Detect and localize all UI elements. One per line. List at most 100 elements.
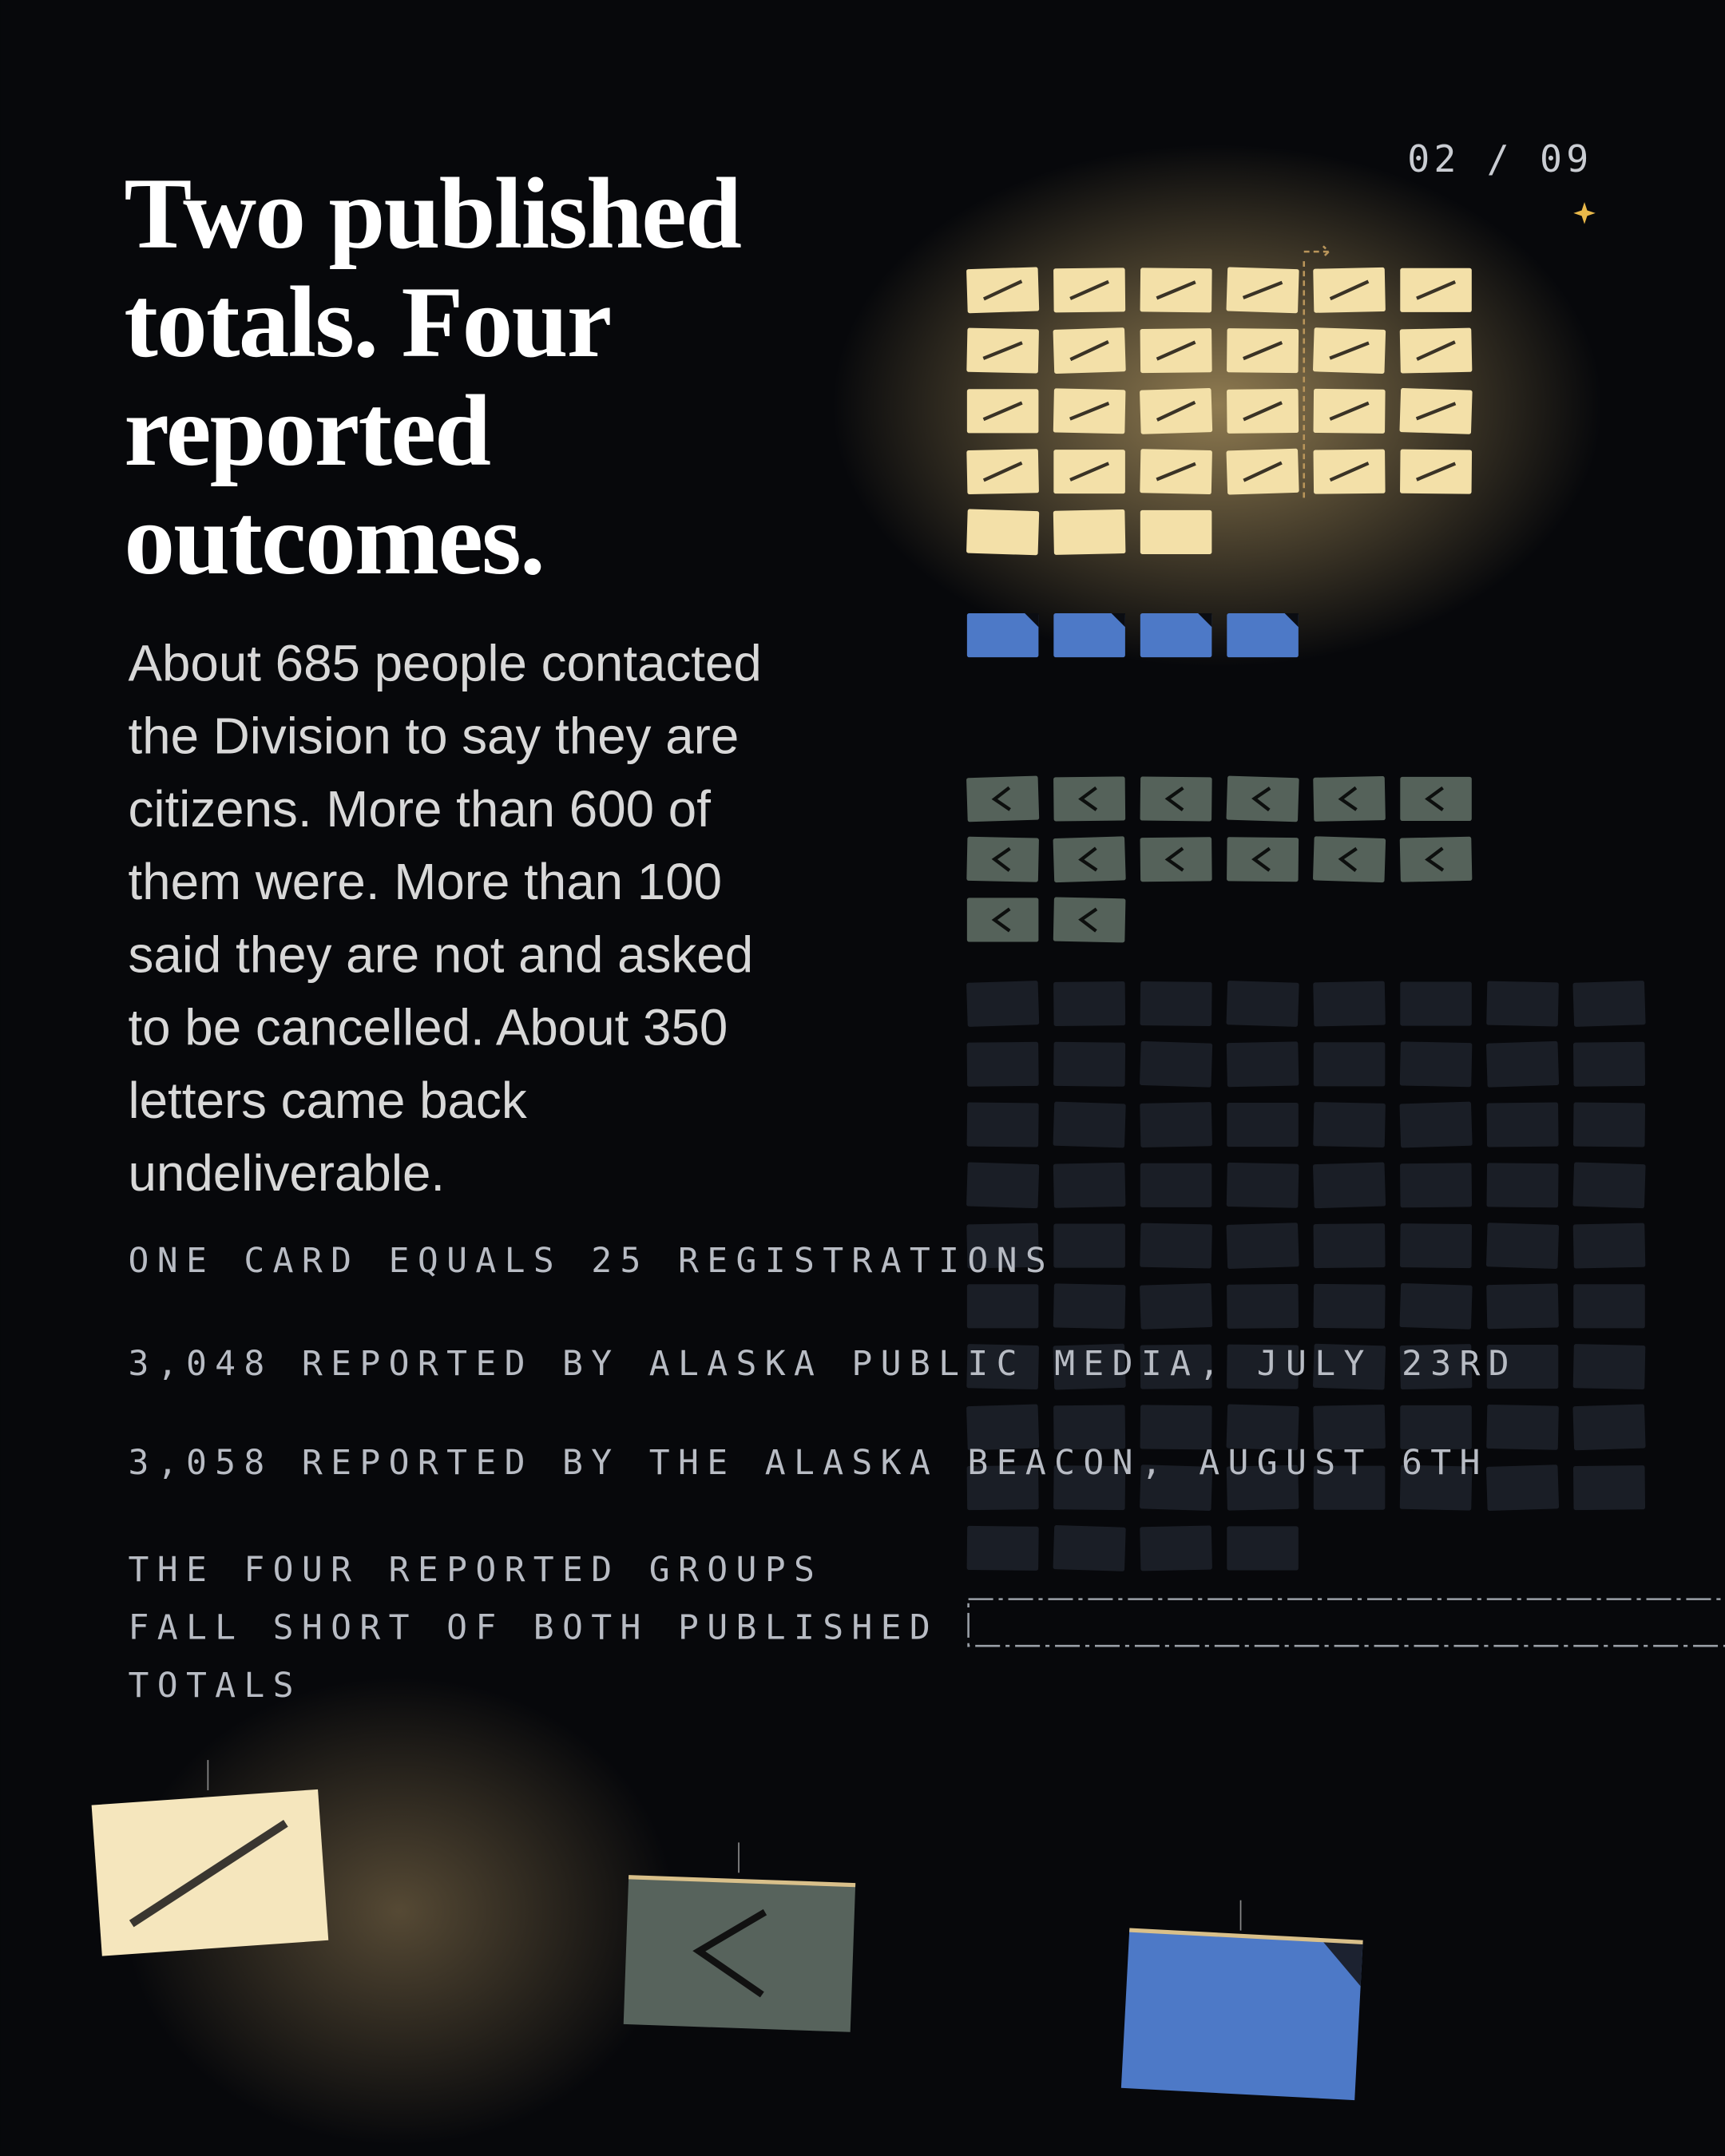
body-line: citizens. More than 600 of (128, 780, 711, 838)
card (1313, 267, 1386, 313)
card-face (1140, 837, 1212, 882)
card (966, 1465, 1039, 1511)
card-face (1485, 1464, 1560, 1512)
body-line: them were. More than 100 (128, 853, 722, 910)
card-glyph (1156, 280, 1196, 300)
card (1053, 327, 1126, 374)
card-face (1140, 1040, 1213, 1088)
card (1400, 1163, 1473, 1208)
card (1053, 1223, 1125, 1268)
card (1140, 1040, 1213, 1088)
card (1400, 1405, 1472, 1449)
body-line: letters came back (128, 1072, 526, 1129)
card (1053, 1162, 1126, 1208)
card-face (1313, 1162, 1386, 1209)
card-face (1226, 1162, 1299, 1208)
card-corner (1284, 612, 1299, 628)
card-glyph (1338, 846, 1358, 872)
card (966, 1284, 1039, 1329)
card-face (1399, 1101, 1473, 1148)
card-face (1140, 1223, 1212, 1269)
card (1053, 1343, 1126, 1390)
title-line: reported (124, 374, 490, 487)
card (1140, 449, 1212, 495)
card-face (1486, 981, 1559, 1027)
card (1053, 836, 1126, 883)
card-glyph (1078, 786, 1098, 811)
card-glyph (991, 786, 1011, 811)
card-glyph (1329, 279, 1370, 301)
card-face (1227, 612, 1299, 658)
card-face (1140, 981, 1212, 1027)
card-glyph (991, 846, 1011, 872)
card-face (966, 612, 1039, 658)
body-line: the Division to say they are (128, 707, 739, 765)
card (1400, 1223, 1473, 1269)
card (1140, 328, 1212, 374)
card (1572, 1102, 1646, 1147)
card-face (1227, 1102, 1299, 1147)
card-corner (1025, 612, 1039, 628)
card-face (1140, 1405, 1212, 1450)
card-face (1227, 1283, 1299, 1329)
card (1572, 1465, 1646, 1511)
card-glyph (1329, 462, 1370, 482)
card-glyph (1078, 846, 1098, 872)
card (1400, 981, 1472, 1026)
card (1486, 981, 1559, 1027)
card (1053, 776, 1126, 822)
card (966, 1404, 1040, 1451)
card (1227, 612, 1299, 658)
card-face (1140, 509, 1212, 554)
glow (832, 144, 1603, 668)
card (1140, 776, 1212, 822)
card-face (1053, 1223, 1125, 1268)
card (1140, 1223, 1212, 1269)
card-glyph (1164, 846, 1184, 872)
card-glyph (1416, 280, 1457, 300)
card (1140, 509, 1212, 554)
card (1486, 1102, 1559, 1147)
card (1227, 1283, 1299, 1329)
card-glyph (1329, 401, 1370, 421)
card (1486, 1404, 1559, 1450)
card (1313, 1404, 1386, 1450)
card-face (1227, 837, 1299, 882)
card-face (1226, 1404, 1299, 1451)
sparkle (1573, 202, 1596, 224)
card-face (1485, 1223, 1560, 1269)
card (966, 267, 1040, 314)
card (966, 1162, 1040, 1209)
card (966, 449, 1039, 495)
card (1400, 776, 1472, 821)
card (1140, 1525, 1212, 1571)
card-face (1486, 1163, 1559, 1208)
title-line: outcomes. (124, 482, 544, 596)
card (1140, 1163, 1212, 1207)
card (966, 1102, 1039, 1147)
card-glyph (1416, 462, 1457, 482)
card (966, 612, 1039, 658)
card (966, 327, 1039, 374)
card (1313, 388, 1386, 434)
card (1313, 1283, 1386, 1329)
card (966, 1223, 1039, 1269)
card-glyph (982, 341, 1023, 360)
card-face (1140, 1102, 1212, 1147)
card-glyph (982, 401, 1023, 422)
card (1226, 448, 1299, 495)
card (1313, 449, 1386, 494)
card-face (1399, 1282, 1473, 1330)
card-face (1053, 509, 1126, 555)
card (1053, 612, 1125, 658)
legend-cards (91, 1760, 1363, 2101)
card-face (1486, 1404, 1559, 1450)
card (1572, 1404, 1646, 1451)
card-glyph (1242, 280, 1283, 299)
card (1053, 1525, 1126, 1571)
body-line: About 685 people contacted (128, 634, 761, 692)
card (1400, 268, 1472, 312)
card-face (966, 1102, 1039, 1147)
card-face (1486, 1102, 1559, 1147)
card (1313, 1465, 1386, 1510)
